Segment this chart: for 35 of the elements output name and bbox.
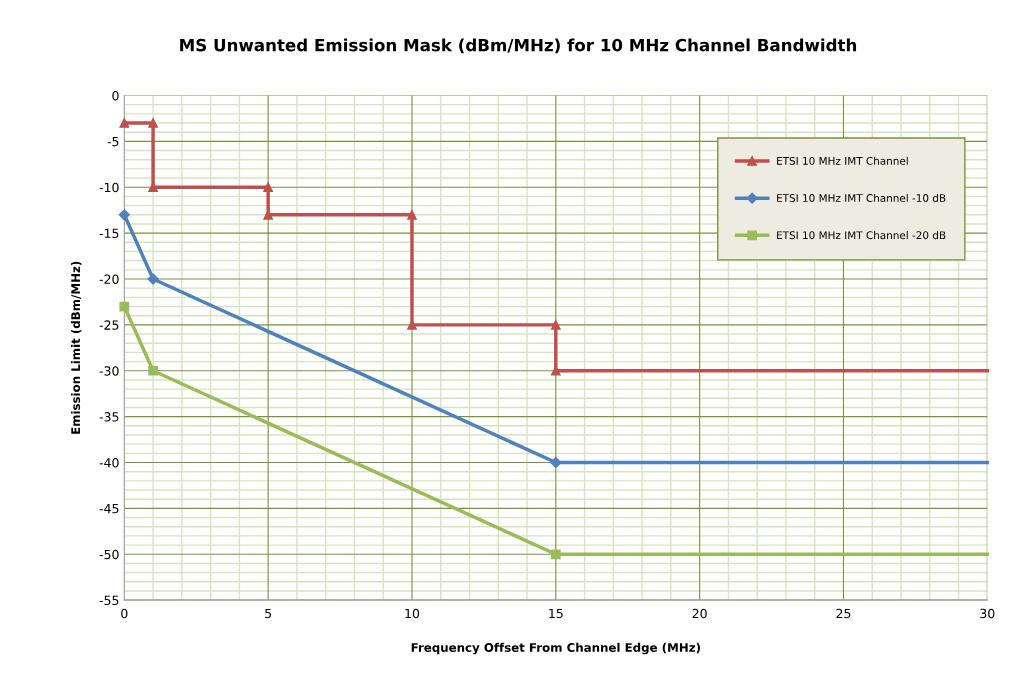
y-tick-label: -45 xyxy=(99,504,119,514)
y-tick-label: 0 xyxy=(112,90,119,101)
y-tick-label: -10 xyxy=(99,182,119,193)
x-axis-title: Frequency Offset From Channel Edge (MHz) xyxy=(411,642,700,655)
y-tick-label: -50 xyxy=(99,549,119,560)
y-tick-label: -5 xyxy=(107,137,119,147)
y-tick-label: -55 xyxy=(99,595,119,606)
point xyxy=(550,549,561,560)
y-axis-title: Emission Limit (dBm/MHz) xyxy=(70,261,82,434)
y-tick-label: -35 xyxy=(99,412,119,422)
point xyxy=(118,209,130,221)
point xyxy=(119,118,130,128)
point xyxy=(148,118,158,128)
y-tick-label: -40 xyxy=(99,457,119,468)
y-tick-label: -30 xyxy=(99,366,119,376)
legend-label: ETSI 10 MHz IMT Channel xyxy=(777,156,908,165)
x-tick-label: 10 xyxy=(405,608,420,619)
point xyxy=(148,365,158,376)
point xyxy=(550,320,561,330)
point xyxy=(407,209,417,220)
y-tick-label: -20 xyxy=(99,274,119,284)
legend-label: ETSI 10 MHz IMT Channel -10 dB xyxy=(777,193,946,202)
y-tick-label: -25 xyxy=(99,320,119,330)
chart-title: MS Unwanted Emission Mask (dBm/MHz) for 10 MHz Channel Bandwidth xyxy=(180,38,857,54)
legend-label: ETSI 10 MHz IMT Channel -20 dB xyxy=(777,231,946,240)
x-tick-label: 0 xyxy=(121,608,128,619)
x-tick-label: 5 xyxy=(265,608,272,619)
x-tick-label: 30 xyxy=(980,608,995,619)
point xyxy=(407,320,417,330)
x-tick-label: 25 xyxy=(836,608,851,619)
x-tick-label: 20 xyxy=(692,608,707,619)
point xyxy=(119,301,130,312)
point xyxy=(263,182,274,193)
y-tick-label: -15 xyxy=(99,228,119,239)
x-tick-label: 15 xyxy=(549,608,563,619)
